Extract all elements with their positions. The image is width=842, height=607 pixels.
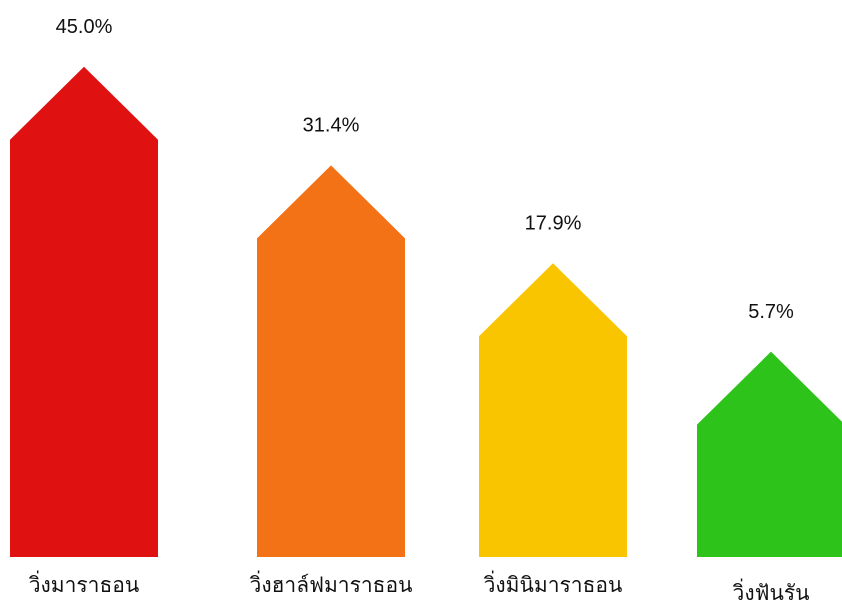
value-label: 5.7% [748, 301, 794, 323]
category-label: วิ่งฮาล์ฟมาราธอน [249, 570, 412, 597]
category-label: วิ่งมาราธอน [29, 570, 140, 597]
value-label: 45.0% [56, 16, 113, 38]
arrow-bar [10, 67, 158, 557]
arrow-bar [479, 263, 627, 557]
category-label: วิ่งฟันรัน [732, 578, 809, 605]
arrow-bar [257, 165, 405, 557]
chart: 45.0% วิ่งมาราธอน 31.4% วิ่งฮาล์ฟมาราธอน 17.… [0, 0, 842, 607]
category-label: วิ่งมินิมาราธอน [483, 570, 622, 597]
arrow-bar [697, 352, 842, 557]
value-label: 17.9% [525, 213, 582, 235]
value-label: 31.4% [303, 115, 360, 137]
